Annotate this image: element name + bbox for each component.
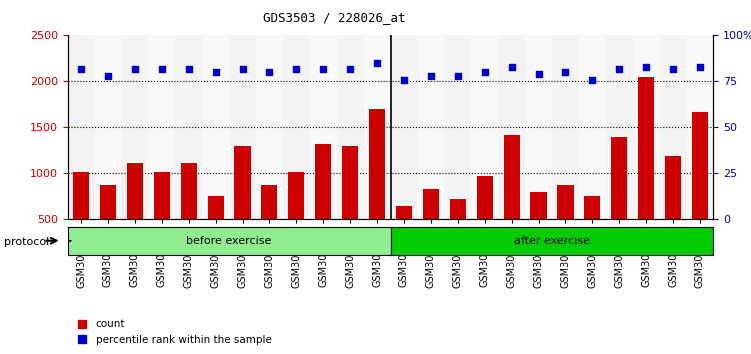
Bar <box>525 35 552 219</box>
Bar <box>100 185 116 266</box>
Bar <box>73 172 89 266</box>
Point <box>452 73 464 79</box>
Bar <box>256 35 283 219</box>
Bar <box>309 35 336 219</box>
Bar <box>498 35 525 219</box>
Point <box>425 73 437 79</box>
FancyArrowPatch shape <box>65 239 71 243</box>
Bar <box>154 172 170 266</box>
Point <box>291 66 303 72</box>
Bar <box>283 35 309 219</box>
Bar <box>149 35 175 219</box>
Bar <box>557 184 574 266</box>
Point <box>640 64 652 69</box>
Bar <box>503 135 520 266</box>
Text: before exercise: before exercise <box>186 236 272 246</box>
Bar <box>396 206 412 266</box>
Bar <box>611 137 627 266</box>
Bar <box>342 146 358 266</box>
Point <box>210 69 222 75</box>
Point <box>371 60 383 66</box>
Bar <box>391 35 418 219</box>
Point <box>182 66 195 72</box>
Bar <box>450 199 466 266</box>
Point <box>75 66 87 72</box>
Bar <box>530 192 547 266</box>
Bar <box>68 35 95 219</box>
Point <box>694 64 706 69</box>
Bar <box>181 163 197 266</box>
Bar <box>445 35 472 219</box>
Bar <box>579 35 606 219</box>
Bar <box>175 35 202 219</box>
Point <box>587 77 599 82</box>
Bar <box>207 196 224 266</box>
Bar <box>229 35 256 219</box>
Text: after exercise: after exercise <box>514 236 590 246</box>
Bar <box>606 35 632 219</box>
Point <box>102 73 114 79</box>
Bar <box>336 35 363 219</box>
Point <box>398 77 410 82</box>
Bar <box>369 109 385 266</box>
Point <box>317 66 329 72</box>
Point <box>155 66 167 72</box>
Point <box>344 66 356 72</box>
Bar <box>472 35 498 219</box>
Point <box>505 64 517 69</box>
Bar <box>288 172 304 266</box>
Bar <box>234 146 251 266</box>
Bar <box>418 35 445 219</box>
Bar <box>584 196 601 266</box>
Bar <box>95 35 122 219</box>
Bar <box>261 185 278 266</box>
Bar <box>127 163 143 266</box>
Point <box>264 69 276 75</box>
Text: GDS3503 / 228026_at: GDS3503 / 228026_at <box>263 11 406 24</box>
Point <box>532 71 544 77</box>
Bar <box>363 35 391 219</box>
Point <box>667 66 679 72</box>
Bar <box>202 35 229 219</box>
Bar <box>552 35 579 219</box>
Bar <box>122 35 149 219</box>
Legend: count, percentile rank within the sample: count, percentile rank within the sample <box>73 315 276 349</box>
Bar <box>423 189 439 266</box>
Bar <box>632 35 659 219</box>
Point <box>237 66 249 72</box>
Point <box>478 69 490 75</box>
Bar <box>686 35 713 219</box>
Bar <box>477 176 493 266</box>
Bar <box>638 77 654 266</box>
Point <box>129 66 141 72</box>
Point <box>559 69 572 75</box>
Bar <box>665 156 681 266</box>
Point <box>614 66 626 72</box>
Bar <box>692 112 708 266</box>
Text: protocol: protocol <box>4 238 49 247</box>
Bar <box>315 144 331 266</box>
Bar <box>659 35 686 219</box>
